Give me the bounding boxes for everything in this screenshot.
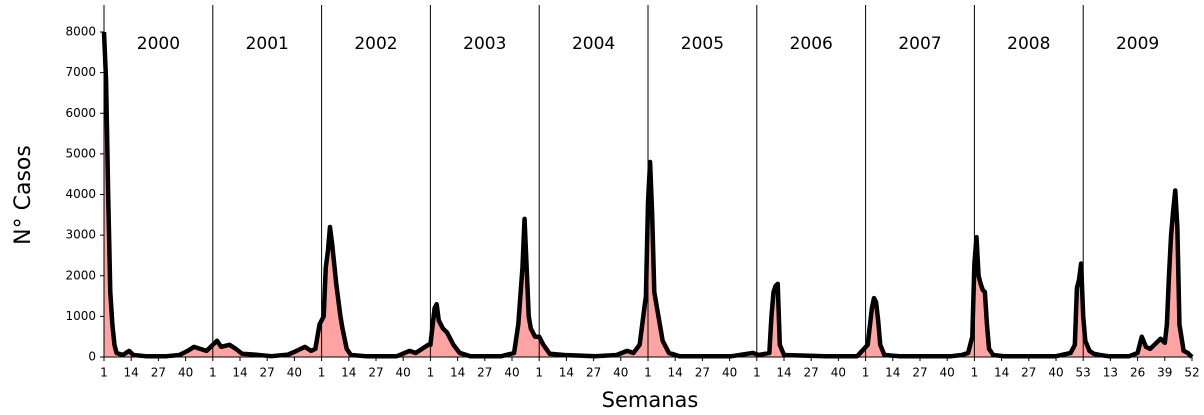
x-tick-label: 27 [260,366,275,380]
x-axis-label: Semanas [602,388,699,412]
year-label: 2003 [463,34,506,54]
x-tick-label: 27 [477,366,492,380]
year-label: 2006 [790,34,833,54]
year-label: 2008 [1007,34,1050,54]
y-tick-label: 2000 [65,268,96,282]
x-tick-label: 1 [971,366,979,380]
x-tick-label: 40 [287,366,302,380]
y-tick-label: 3000 [65,228,96,242]
x-tick-label: 27 [1021,366,1036,380]
x-tick-label: 14 [885,366,900,380]
x-tick-label: 14 [232,366,247,380]
x-tick-label: 1 [427,366,435,380]
y-tick-label: 7000 [65,65,96,79]
x-tick-label: 27 [804,366,819,380]
x-tick-label: 1 [753,366,761,380]
x-tick-label: 40 [940,366,955,380]
year-label: 2009 [1116,34,1159,54]
x-tick-label: 1 [318,366,326,380]
year-label: 2007 [898,34,941,54]
y-axis-label: N° Casos [11,145,36,245]
x-tick-label: 53 [1076,366,1091,380]
x-tick-label: 40 [504,366,519,380]
year-label: 2001 [246,34,289,54]
x-tick-label: 13 [1103,366,1118,380]
area-line [101,31,1194,359]
x-tick-label: 40 [178,366,193,380]
y-tick-label: 6000 [65,106,96,120]
y-tick-label: 8000 [65,25,96,39]
x-tick-label: 1 [862,366,870,380]
x-tick-label: 14 [776,366,791,380]
y-tick-label: 0 [88,350,96,364]
x-tick-label: 14 [450,366,465,380]
x-tick-label: 14 [559,366,574,380]
x-tick-label: 14 [124,366,139,380]
x-tick-label: 40 [1048,366,1063,380]
x-tick-label: 40 [831,366,846,380]
x-tick-label: 40 [396,366,411,380]
x-tick-label: 27 [368,366,383,380]
y-tick-label: 1000 [65,309,96,323]
year-label: 2000 [137,34,180,54]
x-tick-label: 39 [1157,366,1172,380]
x-tick-label: 27 [586,366,601,380]
x-tick-label: 27 [912,366,927,380]
x-tick-label: 14 [994,366,1009,380]
x-tick-label: 52 [1184,366,1199,380]
year-label: 2005 [681,34,724,54]
x-tick-label: 1 [100,366,108,380]
year-label: 2002 [354,34,397,54]
x-tick-label: 27 [695,366,710,380]
year-label: 2004 [572,34,615,54]
x-tick-label: 14 [668,366,683,380]
y-tick-label: 5000 [65,146,96,160]
x-tick-label: 27 [151,366,166,380]
x-tick-label: 40 [613,366,628,380]
x-tick-label: 40 [722,366,737,380]
x-tick-label: 1 [209,366,217,380]
x-tick-label: 14 [341,366,356,380]
y-tick-label: 4000 [65,187,96,201]
x-tick-label: 26 [1130,366,1145,380]
x-tick-label: 1 [535,366,543,380]
x-tick-label: 1 [644,366,652,380]
